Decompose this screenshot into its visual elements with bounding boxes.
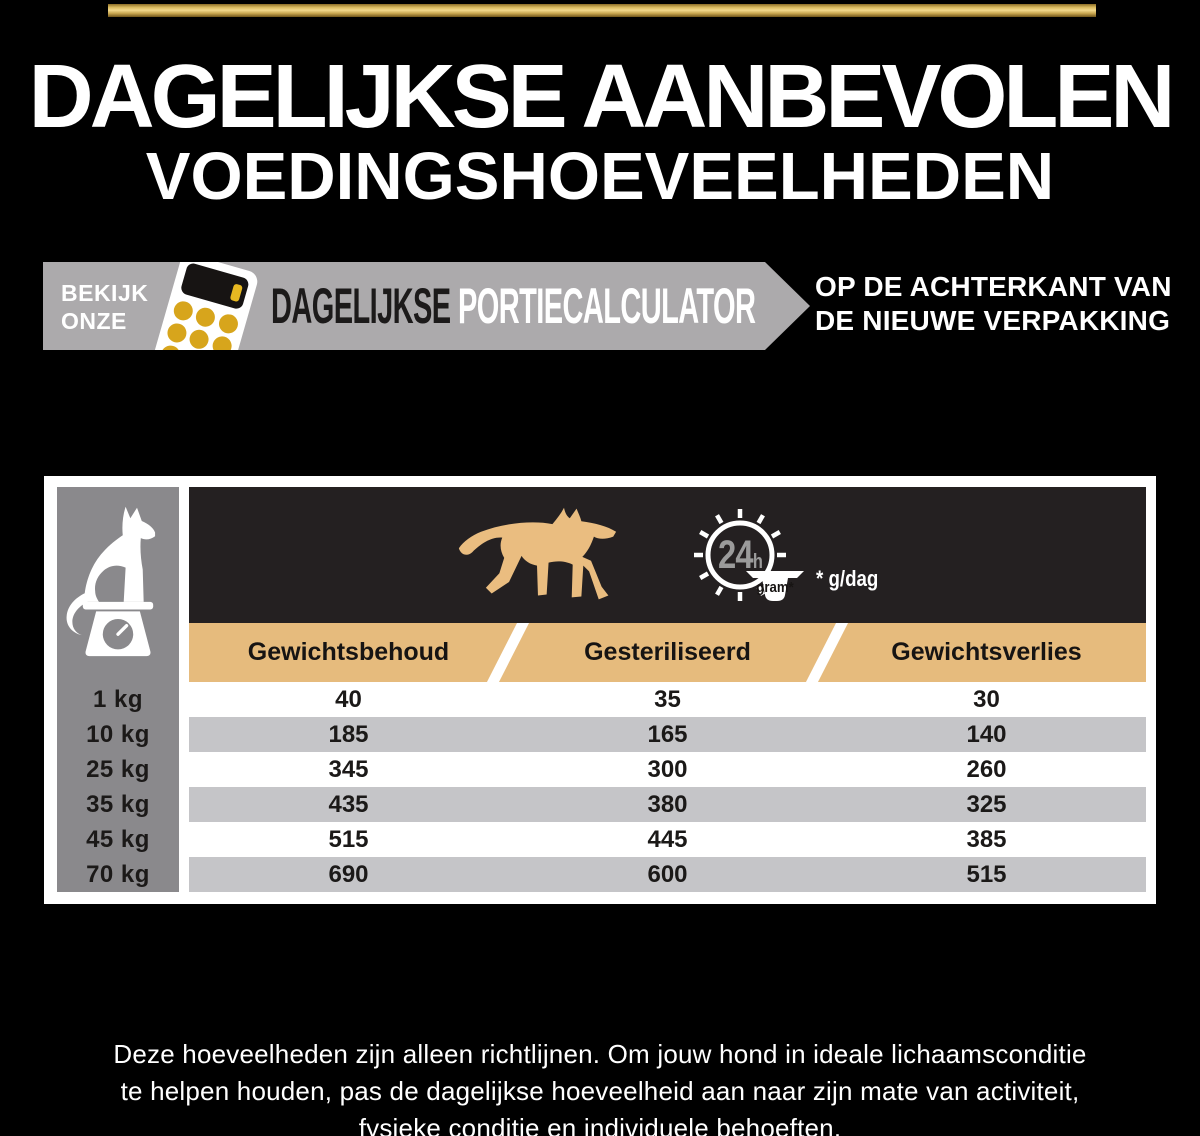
value-cell: 300 <box>647 755 688 783</box>
dog-on-scale-icon <box>66 506 156 657</box>
page-subtitle: VOEDINGSHOEVEELHEDEN <box>145 139 1055 214</box>
column-header: Gesteriliseerd <box>584 638 751 666</box>
calc-key <box>165 321 189 345</box>
gold-divider <box>108 4 1096 17</box>
calculator-solar-cell <box>229 283 243 303</box>
calc-key <box>216 312 241 336</box>
banner-left-line1: BEKIJK <box>61 280 149 306</box>
dog-silhouette-icon <box>458 507 617 600</box>
24h-clock-icon: 24h <box>692 507 788 603</box>
value-cell: 435 <box>328 790 369 818</box>
value-cell: 515 <box>966 860 1007 888</box>
value-cell: 325 <box>966 790 1007 818</box>
table-row: 185 165 140 <box>189 717 1146 752</box>
calc-key <box>171 299 196 323</box>
column-header: Gewichtsbehoud <box>247 638 450 666</box>
calculator-keys <box>158 299 241 380</box>
weight-cell: 25 kg <box>86 755 150 783</box>
weight-cell: 70 kg <box>86 860 150 888</box>
table-header-banner: 24h gram* * g/dag <box>189 487 1146 623</box>
value-cell: 380 <box>647 790 688 818</box>
table-row: 40 35 30 <box>189 682 1146 717</box>
weight-cell: 1 kg <box>92 685 144 713</box>
banner-right-line2: DE NIEUWE VERPAKKING <box>815 305 1171 336</box>
weight-cell: 35 kg <box>86 790 150 818</box>
column-header-row: Gewichtsbehoud Gesteriliseerd Gewichtsve… <box>189 623 1146 682</box>
value-cell: 690 <box>328 860 369 888</box>
value-cell: 600 <box>647 860 688 888</box>
value-cell: 35 <box>654 685 681 713</box>
value-cell: 30 <box>973 685 1000 713</box>
value-cell: 40 <box>335 685 362 713</box>
value-cell: 260 <box>966 755 1007 783</box>
table-row: 515 445 385 <box>189 822 1146 857</box>
value-cell: 165 <box>647 720 688 748</box>
portion-calculator-banner: BEKIJK ONZE DAGELIJKSE PORTIECALCULATOR <box>43 262 810 350</box>
table-row: 435 380 325 <box>189 787 1146 822</box>
value-cell: 515 <box>328 825 369 853</box>
banner-right-text: OP DE ACHTERKANT VAN DE NIEUWE VERPAKKIN… <box>815 270 1172 338</box>
weight-column-panel: 1 kg 10 kg 25 kg 35 kg 45 kg 70 kg <box>57 487 179 892</box>
value-cell: 385 <box>966 825 1007 853</box>
disclaimer-line3: fysieke conditie en individuele behoefte… <box>358 1113 842 1136</box>
table-body: 40 35 30 185 165 140 345 300 260 435 380 <box>189 682 1146 892</box>
table-main-area: 24h gram* * g/dag Gewichtsbehoud Gesteri… <box>189 487 1146 892</box>
unit-label: * g/dag <box>816 566 879 591</box>
column-header: Gewichtsverlies <box>891 638 1082 666</box>
banner-word-portiecalculator: PORTIECALCULATOR <box>458 278 756 334</box>
table-row: 345 300 260 <box>189 752 1146 787</box>
feeding-table: 1 kg 10 kg 25 kg 35 kg 45 kg 70 kg <box>44 476 1156 904</box>
banner-headline: DAGELIJKSE PORTIECALCULATOR <box>271 278 756 334</box>
disclaimer-line1: Deze hoeveelheden zijn alleen richtlijne… <box>113 1039 1087 1069</box>
calc-key <box>210 334 234 350</box>
value-cell: 445 <box>647 825 688 853</box>
banner-left-line2: ONZE <box>61 308 127 334</box>
page-title: DAGELIJKSE AANBEVOLEN <box>28 47 1176 147</box>
gram-bowl-icon: gram* <box>745 570 805 602</box>
calc-key <box>181 349 205 350</box>
bowl-gram-label: gram* <box>756 579 794 596</box>
weight-cell: 45 kg <box>86 825 150 853</box>
weight-labels: 1 kg 10 kg 25 kg 35 kg 45 kg 70 kg <box>57 682 179 892</box>
value-cell: 345 <box>328 755 369 783</box>
clock-24h-label: 24h <box>717 533 763 577</box>
banner-word-dagelijkse: DAGELIJKSE <box>271 278 451 334</box>
weight-cell: 10 kg <box>86 720 150 748</box>
calc-key <box>204 356 228 380</box>
banner-right-line1: OP DE ACHTERKANT VAN <box>815 271 1172 302</box>
disclaimer-text: Deze hoeveelheden zijn alleen richtlijne… <box>0 1036 1200 1136</box>
value-cell: 185 <box>328 720 369 748</box>
calc-key <box>159 343 183 350</box>
table-row: 690 600 515 <box>189 857 1146 892</box>
banner-left-label: BEKIJK ONZE <box>61 279 148 335</box>
calculator-icon <box>149 262 260 380</box>
value-cell: 140 <box>966 720 1007 748</box>
disclaimer-line2: te helpen houden, pas de dagelijkse hoev… <box>120 1076 1080 1106</box>
calc-key <box>187 327 212 350</box>
calc-key <box>194 305 218 330</box>
